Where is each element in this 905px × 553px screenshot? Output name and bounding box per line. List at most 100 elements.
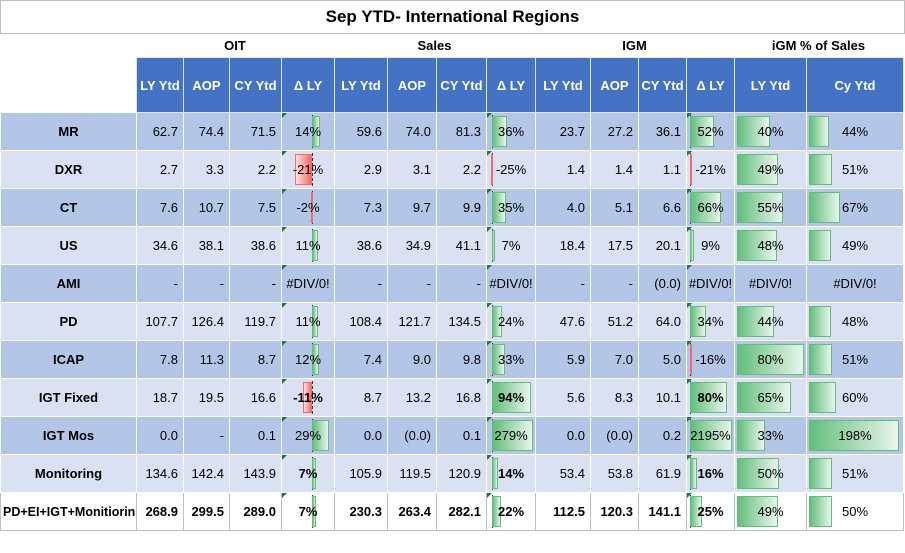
sales-cell[interactable]: 230.3 (334, 492, 388, 531)
column-header[interactable]: LY Ytd (136, 57, 184, 113)
oit-cell[interactable]: 7.5 (229, 188, 282, 227)
oit-delta-cell[interactable]: -11% (281, 378, 335, 417)
group-header-oit[interactable]: OIT (224, 37, 246, 53)
sales-delta-cell[interactable]: 14% (486, 454, 536, 493)
column-header[interactable]: CY Ytd (436, 57, 487, 113)
igm-cell[interactable]: 64.0 (638, 302, 687, 341)
igm-cell[interactable]: 120.3 (590, 492, 639, 531)
sales-cell[interactable]: (0.0) (387, 416, 437, 455)
row-label[interactable]: PD (0, 302, 137, 341)
sales-delta-cell[interactable]: 36% (486, 112, 536, 151)
igm-pct-cell[interactable]: 48% (734, 226, 807, 265)
oit-cell[interactable]: - (183, 416, 230, 455)
oit-cell[interactable]: 2.7 (136, 150, 184, 189)
igm-pct-cell[interactable]: 49% (734, 492, 807, 531)
column-header[interactable]: Δ LY (281, 57, 335, 113)
sales-cell[interactable]: 119.5 (387, 454, 437, 493)
column-header[interactable]: Cy Ytd (806, 57, 904, 113)
igm-cell[interactable]: 0.0 (535, 416, 591, 455)
oit-cell[interactable]: 38.6 (229, 226, 282, 265)
sales-cell[interactable]: 120.9 (436, 454, 487, 493)
sales-cell[interactable]: 2.2 (436, 150, 487, 189)
igm-delta-cell[interactable]: #DIV/0! (686, 264, 735, 303)
igm-pct-cell[interactable]: 60% (806, 378, 904, 417)
igm-delta-cell[interactable]: 34% (686, 302, 735, 341)
igm-cell[interactable]: 4.0 (535, 188, 591, 227)
sales-cell[interactable]: 105.9 (334, 454, 388, 493)
igm-pct-cell[interactable]: 51% (806, 454, 904, 493)
igm-pct-cell[interactable]: #DIV/0! (806, 264, 904, 303)
igm-cell[interactable]: 112.5 (535, 492, 591, 531)
sales-cell[interactable]: 0.1 (436, 416, 487, 455)
igm-pct-cell[interactable]: 44% (806, 112, 904, 151)
column-header[interactable]: AOP (590, 57, 639, 113)
report-title[interactable]: Sep YTD- International Regions (0, 0, 905, 34)
igm-cell[interactable]: 5.0 (638, 340, 687, 379)
igm-cell[interactable]: 27.2 (590, 112, 639, 151)
column-header[interactable]: LY Ytd (734, 57, 807, 113)
column-header[interactable]: AOP (387, 57, 437, 113)
igm-cell[interactable]: 1.1 (638, 150, 687, 189)
sales-cell[interactable]: 34.9 (387, 226, 437, 265)
oit-delta-cell[interactable]: 29% (281, 416, 335, 455)
row-label[interactable]: IGT Fixed (0, 378, 137, 417)
igm-cell[interactable]: 8.3 (590, 378, 639, 417)
oit-cell[interactable]: 62.7 (136, 112, 184, 151)
oit-cell[interactable]: 134.6 (136, 454, 184, 493)
sales-delta-cell[interactable]: 94% (486, 378, 536, 417)
row-label[interactable]: DXR (0, 150, 137, 189)
sales-cell[interactable]: 108.4 (334, 302, 388, 341)
oit-delta-cell[interactable]: 14% (281, 112, 335, 151)
oit-cell[interactable]: 34.6 (136, 226, 184, 265)
sales-cell[interactable]: 3.1 (387, 150, 437, 189)
sales-cell[interactable]: 8.7 (334, 378, 388, 417)
column-header[interactable]: LY Ytd (535, 57, 591, 113)
oit-cell[interactable]: 107.7 (136, 302, 184, 341)
oit-delta-cell[interactable]: -21% (281, 150, 335, 189)
igm-cell[interactable]: 61.9 (638, 454, 687, 493)
oit-cell[interactable]: 8.7 (229, 340, 282, 379)
row-label[interactable]: AMI (0, 264, 137, 303)
oit-cell[interactable]: - (183, 264, 230, 303)
sales-delta-cell[interactable]: 279% (486, 416, 536, 455)
sales-cell[interactable]: 9.7 (387, 188, 437, 227)
igm-cell[interactable]: 17.5 (590, 226, 639, 265)
igm-cell[interactable]: 20.1 (638, 226, 687, 265)
oit-cell[interactable]: 143.9 (229, 454, 282, 493)
igm-cell[interactable]: 5.6 (535, 378, 591, 417)
sales-cell[interactable]: 121.7 (387, 302, 437, 341)
column-header[interactable]: AOP (183, 57, 230, 113)
oit-cell[interactable]: 299.5 (183, 492, 230, 531)
sales-cell[interactable]: 7.3 (334, 188, 388, 227)
oit-cell[interactable]: 71.5 (229, 112, 282, 151)
oit-cell[interactable]: 2.2 (229, 150, 282, 189)
igm-pct-cell[interactable]: 65% (734, 378, 807, 417)
igm-pct-cell[interactable]: 198% (806, 416, 904, 455)
oit-delta-cell[interactable]: #DIV/0! (281, 264, 335, 303)
sales-delta-cell[interactable]: -25% (486, 150, 536, 189)
sales-cell[interactable]: 0.0 (334, 416, 388, 455)
igm-cell[interactable]: 53.4 (535, 454, 591, 493)
oit-delta-cell[interactable]: 7% (281, 492, 335, 531)
igm-pct-cell[interactable]: 48% (806, 302, 904, 341)
column-header[interactable]: CY Ytd (229, 57, 282, 113)
igm-cell[interactable]: - (535, 264, 591, 303)
sales-cell[interactable]: - (387, 264, 437, 303)
oit-cell[interactable]: 142.4 (183, 454, 230, 493)
sales-cell[interactable]: 282.1 (436, 492, 487, 531)
igm-delta-cell[interactable]: 25% (686, 492, 735, 531)
igm-cell[interactable]: 5.1 (590, 188, 639, 227)
oit-cell[interactable]: 18.7 (136, 378, 184, 417)
igm-cell[interactable]: 5.9 (535, 340, 591, 379)
igm-pct-cell[interactable]: #DIV/0! (734, 264, 807, 303)
sales-cell[interactable]: 2.9 (334, 150, 388, 189)
igm-delta-cell[interactable]: -16% (686, 340, 735, 379)
group-header-sales[interactable]: Sales (417, 37, 452, 53)
sales-cell[interactable]: 263.4 (387, 492, 437, 531)
oit-cell[interactable]: 19.5 (183, 378, 230, 417)
oit-delta-cell[interactable]: -2% (281, 188, 335, 227)
sales-cell[interactable]: 9.9 (436, 188, 487, 227)
igm-pct-cell[interactable]: 44% (734, 302, 807, 341)
sales-delta-cell[interactable]: 35% (486, 188, 536, 227)
group-header-igm-pct[interactable]: iGM % of Sales (771, 37, 866, 53)
